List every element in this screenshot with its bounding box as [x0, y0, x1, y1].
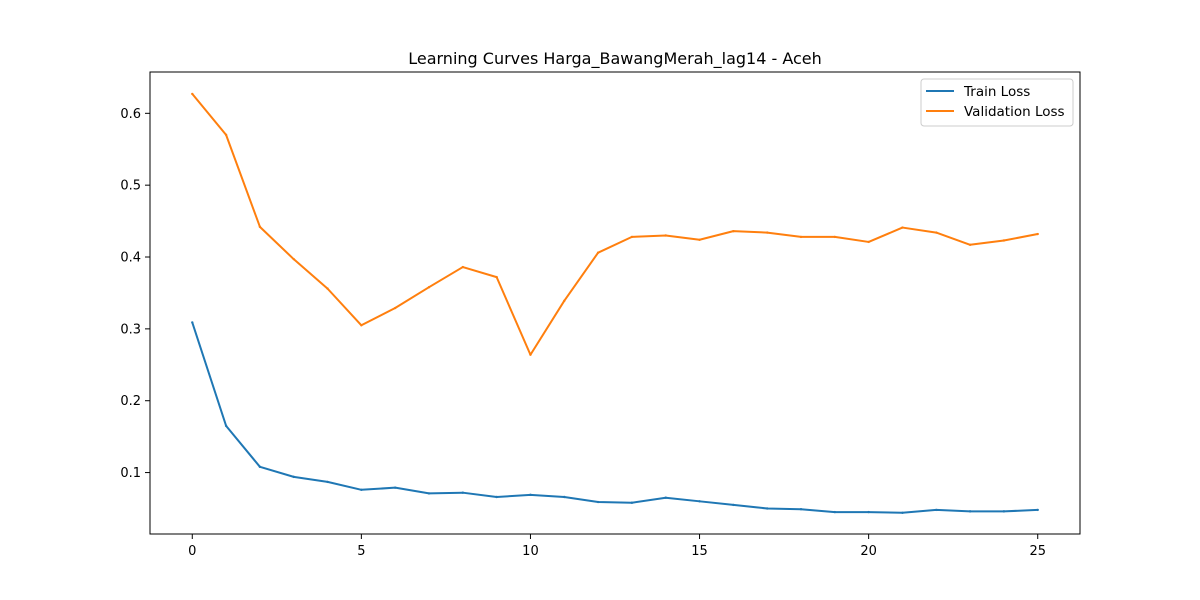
data-point-train-loss — [461, 491, 465, 494]
data-point-train-loss — [765, 507, 769, 510]
x-tick-label: 10 — [522, 544, 539, 559]
data-point-validation-loss — [833, 235, 837, 239]
data-point-train-loss — [867, 510, 870, 514]
legend-box — [920, 78, 1074, 127]
legend-label-train-loss: Train Loss — [963, 84, 1030, 100]
data-point-validation-loss — [968, 243, 972, 246]
data-point-validation-loss — [630, 235, 634, 239]
data-point-train-loss — [529, 493, 532, 497]
data-point-train-loss — [698, 500, 701, 503]
data-point-validation-loss — [427, 285, 431, 289]
data-point-train-loss — [799, 508, 803, 511]
y-axis: 0.1 0.2 0.3 0.4 0.5 0.6 — [120, 107, 150, 481]
data-point-train-loss — [393, 486, 397, 489]
data-point-train-loss — [935, 508, 938, 512]
y-tick-label: 0.3 — [120, 322, 141, 337]
y-tick-label: 0.5 — [120, 179, 141, 194]
chart-title: Learning Curves Harga_BawangMerah_lag14 … — [408, 49, 822, 69]
series-line-validation-loss — [191, 93, 1038, 356]
data-point-train-loss — [732, 503, 735, 507]
x-axis: 0 5 10 15 20 25 — [188, 534, 1046, 559]
x-tick-label: 25 — [1029, 544, 1046, 559]
data-point-validation-loss — [292, 257, 295, 261]
data-point-validation-loss — [393, 306, 397, 310]
data-point-train-loss — [563, 495, 566, 499]
data-point-validation-loss — [529, 353, 532, 356]
x-tick-label: 20 — [860, 544, 877, 559]
data-point-validation-loss — [495, 275, 498, 279]
x-tick-label: 5 — [357, 544, 365, 559]
data-point-validation-loss — [867, 240, 870, 244]
x-tick-label: 15 — [691, 544, 708, 559]
series-line-train-loss — [191, 322, 1038, 514]
data-point-validation-loss — [732, 229, 735, 233]
data-point-train-loss — [596, 500, 600, 504]
legend: Train Loss Validation Loss — [920, 78, 1074, 127]
data-point-train-loss — [833, 510, 837, 514]
data-point-train-loss — [258, 465, 262, 469]
data-point-train-loss — [224, 424, 228, 428]
data-point-validation-loss — [799, 235, 803, 239]
data-point-validation-loss — [698, 238, 701, 241]
data-point-validation-loss — [224, 133, 228, 137]
data-point-validation-loss — [901, 226, 904, 229]
data-point-validation-loss — [258, 225, 262, 229]
data-point-train-loss — [292, 475, 295, 479]
data-point-validation-loss — [596, 251, 600, 254]
data-point-validation-loss — [191, 92, 194, 96]
data-point-validation-loss — [664, 234, 667, 237]
data-point-validation-loss — [1002, 239, 1006, 242]
data-point-train-loss — [1002, 510, 1006, 513]
y-tick-label: 0.4 — [120, 251, 141, 266]
plot-frame — [149, 71, 1081, 535]
data-point-train-loss — [968, 510, 972, 513]
data-point-validation-loss — [563, 299, 566, 303]
data-point-train-loss — [427, 492, 431, 495]
data-point-validation-loss — [461, 265, 465, 269]
data-point-validation-loss — [1036, 232, 1039, 236]
y-tick-label: 0.6 — [120, 107, 141, 122]
data-point-train-loss — [901, 511, 904, 514]
x-tick-label: 0 — [188, 544, 196, 559]
data-point-train-loss — [326, 480, 329, 484]
legend-label-validation-loss: Validation Loss — [964, 104, 1065, 120]
data-point-train-loss — [360, 488, 363, 492]
series-layer — [191, 92, 1039, 514]
data-point-validation-loss — [360, 324, 363, 327]
data-point-train-loss — [191, 321, 194, 324]
y-tick-label: 0.1 — [120, 466, 141, 481]
data-point-validation-loss — [326, 287, 329, 290]
y-tick-label: 0.2 — [120, 394, 141, 409]
data-point-validation-loss — [765, 231, 769, 234]
data-point-train-loss — [1036, 508, 1039, 512]
data-point-validation-loss — [935, 231, 938, 234]
data-point-train-loss — [630, 501, 634, 504]
data-point-train-loss — [664, 496, 667, 499]
data-point-train-loss — [495, 495, 498, 499]
